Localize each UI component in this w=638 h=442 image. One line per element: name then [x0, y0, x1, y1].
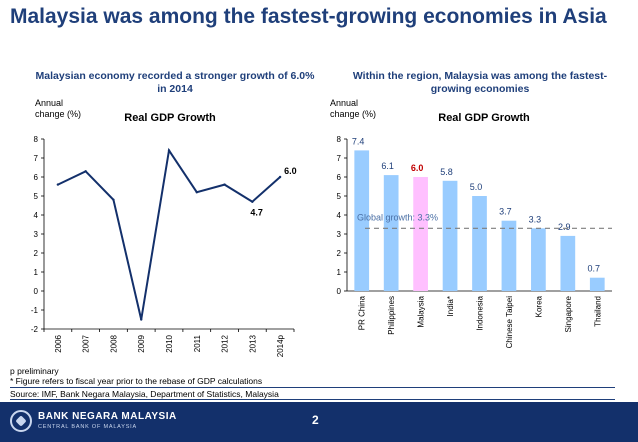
line-ylabel-1: Annual — [35, 98, 63, 108]
bar-category-label: Singapore — [564, 295, 573, 332]
bar-category-label: Korea — [534, 295, 543, 317]
line-x-tick-label: 2013 — [248, 334, 257, 352]
line-y-tick-label: 7 — [34, 154, 39, 163]
bar-y-tick-label: 6 — [337, 173, 342, 182]
right-chart-subtitle: Within the region, Malaysia was among th… — [352, 70, 608, 95]
line-y-tick-label: -2 — [31, 325, 39, 334]
line-data-label: 6.0 — [284, 166, 297, 176]
bar-category-label: Chinese Taipei — [505, 296, 514, 349]
line-x-tick-label: 2010 — [165, 334, 174, 352]
line-x-tick-label: 2008 — [109, 334, 118, 352]
line-x-tick-label: 2006 — [54, 334, 63, 352]
bar-y-tick-label: 8 — [337, 135, 342, 144]
note-preliminary: p preliminary — [10, 366, 59, 376]
line-y-tick-label: 1 — [34, 268, 39, 277]
bar — [442, 180, 458, 291]
line-y-tick-label: 8 — [34, 135, 39, 144]
page-title: Malaysia was among the fastest-growing e… — [10, 5, 607, 28]
bar-category-label: PR China — [358, 295, 367, 330]
bar-data-label: 7.4 — [352, 136, 365, 146]
bar-y-tick-label: 1 — [337, 268, 342, 277]
reference-line-label: Global growth: 3.3% — [357, 212, 438, 222]
line-x-tick-label: 2012 — [221, 334, 230, 352]
line-y-tick-label: 6 — [34, 173, 39, 182]
bar-data-label: 3.3 — [529, 214, 542, 224]
divider-bottom — [10, 399, 615, 400]
line-data-label: 4.7 — [250, 208, 263, 218]
bank-subtitle: CENTRAL BANK OF MALAYSIA — [38, 424, 137, 430]
bar-category-label: Philippines — [387, 296, 396, 335]
bar-data-label: 3.7 — [499, 207, 512, 217]
footer-bar: BANK NEGARA MALAYSIA CENTRAL BANK OF MAL… — [0, 402, 638, 442]
line-point — [167, 149, 171, 152]
line-point — [223, 183, 226, 186]
line-y-tick-label: 2 — [34, 249, 39, 258]
line-chart-title: Real GDP Growth — [124, 112, 216, 124]
bar-chart-title: Real GDP Growth — [438, 112, 530, 124]
bar-y-tick-label: 5 — [337, 192, 342, 201]
left-chart-subtitle: Malaysian economy recorded a stronger gr… — [35, 70, 315, 95]
bar-category-label: Thailand — [593, 296, 602, 327]
bar-y-tick-label: 2 — [337, 249, 342, 258]
bar-y-tick-label: 3 — [337, 230, 342, 239]
footnotes: p preliminary * Figure refers to fiscal … — [10, 366, 262, 386]
bar-data-label: 6.1 — [381, 161, 394, 171]
bar-data-label: 6.0 — [411, 163, 424, 173]
bar-ylabel-1: Annual — [330, 98, 358, 108]
line-point — [56, 183, 60, 186]
line-point — [84, 170, 87, 173]
bar — [531, 228, 546, 291]
note-fiscal-year: * Figure refers to fiscal year prior to … — [10, 376, 263, 386]
line-y-tick-label: 0 — [34, 287, 39, 296]
line-point — [278, 175, 282, 179]
bank-logo-icon — [10, 410, 32, 432]
bar-category-label: Malaysia — [417, 295, 426, 327]
line-point — [251, 200, 254, 203]
line-x-tick-label: 2007 — [82, 334, 91, 352]
line-x-tick-label: 2014p — [276, 334, 285, 357]
bar-category-label: Indonesia — [476, 295, 485, 330]
line-y-tick-label: 4 — [34, 211, 39, 220]
bar — [383, 175, 399, 291]
bar — [472, 196, 487, 291]
line-point — [140, 318, 143, 321]
line-y-tick-label: -1 — [31, 306, 39, 315]
bar-data-label: 0.7 — [587, 264, 600, 274]
bar — [354, 150, 370, 291]
bar — [560, 235, 576, 291]
line-x-tick-label: 2011 — [193, 334, 202, 352]
bar-y-tick-label: 0 — [337, 287, 342, 296]
line-ylabel-2: change (%) — [35, 109, 81, 119]
bar — [413, 177, 428, 291]
line-point — [195, 191, 198, 194]
bar-data-label: 5.0 — [470, 182, 483, 192]
bar-category-label: India* — [446, 296, 455, 316]
line-point — [112, 198, 115, 201]
line-y-tick-label: 5 — [34, 192, 39, 201]
line-y-tick-label: 3 — [34, 230, 39, 239]
bar-data-label: 2.9 — [558, 222, 571, 232]
bar — [501, 220, 517, 291]
bar — [589, 277, 605, 291]
divider-top — [10, 387, 615, 388]
bar-y-tick-label: 4 — [337, 211, 342, 220]
bank-name: BANK NEGARA MALAYSIA — [38, 411, 177, 422]
page-number: 2 — [312, 413, 319, 427]
bar-data-label: 5.8 — [440, 167, 453, 177]
source-text: Source: IMF, Bank Negara Malaysia, Depar… — [10, 389, 279, 399]
line-x-tick-label: 2009 — [137, 334, 146, 352]
bar-ylabel-2: change (%) — [330, 109, 376, 119]
bar-y-tick-label: 7 — [337, 154, 342, 163]
